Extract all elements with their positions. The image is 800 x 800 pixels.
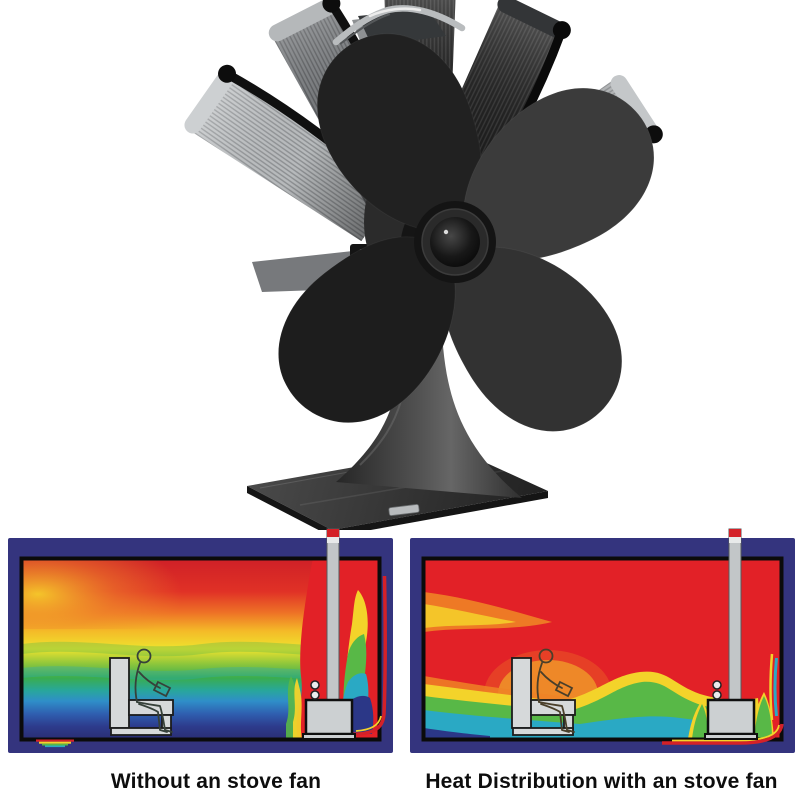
flue-damper-knob [712,680,722,690]
flue-damper-knob [712,690,722,700]
person-reading-on-chair [511,648,576,736]
wood-stove [302,698,356,740]
fan-hub [414,201,496,283]
panel-without-fan [8,526,393,753]
panel-with-fan [410,526,795,753]
support-column [336,315,522,498]
heatmap-content [424,559,781,739]
flue-damper-knob [310,690,320,700]
frame-leaks [662,723,784,745]
heatmap-without-fan [8,528,393,753]
room-border [421,556,784,742]
caption-with-fan: Heat Distribution with an stove fan [425,770,778,793]
chimney-pipe [326,528,340,703]
stove-fan-graphic [184,0,682,537]
heatmap-with-fan [410,528,795,753]
hub-glint [443,229,449,235]
chimney-pipe [728,528,742,703]
wood-stove [704,698,758,740]
product-photo [184,0,682,537]
base-label [388,504,420,516]
person-reading-on-chair [109,648,174,736]
caption-without-fan: Without an stove fan [110,770,322,793]
floor-leak-sliver [36,739,74,748]
flue-damper-knob [310,680,320,690]
room-border [19,556,382,742]
frame-leaks [305,575,387,738]
